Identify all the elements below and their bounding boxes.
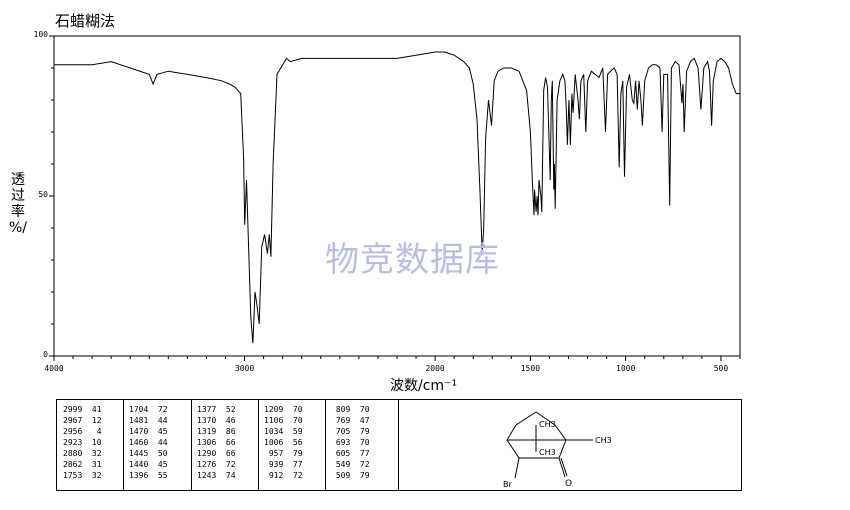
peak-table-column: 1377 52 1370 46 1319 86 1306 66 1290 66 1276 … <box>197 404 236 481</box>
peak-table-row: 957 79 <box>264 449 303 458</box>
x-tick-label: 1000 <box>616 364 636 373</box>
peak-table-row: 1034 59 <box>264 427 303 436</box>
peak-table-row: 2862 31 <box>63 460 102 469</box>
peak-table-row: 2967 12 <box>63 416 102 425</box>
y-axis-label-text: 透过率 <box>11 172 25 220</box>
y-tick-label: 0 <box>43 350 48 359</box>
x-tick-label: 4000 <box>44 364 64 373</box>
peak-table-column: 809 70 769 47 705 79 693 70 605 77 549 7… <box>331 404 370 481</box>
x-tick-label: 1500 <box>520 364 541 373</box>
peak-table-row: 809 70 <box>331 405 370 414</box>
peak-table-row: 693 70 <box>331 438 370 447</box>
peak-table-row: 939 77 <box>264 460 303 469</box>
structure-box: CH3 CH3 CH3 Br O <box>399 399 742 491</box>
peak-table-row: 1006 56 <box>264 438 303 447</box>
peak-table: 2999 41 2967 12 2956 4 2923 10 2880 32 2862 3… <box>56 399 399 491</box>
peak-table-row: 1440 45 <box>129 460 168 469</box>
bromocamphor-structure: CH3 CH3 CH3 Br O <box>503 411 612 489</box>
peak-table-divider <box>258 400 259 490</box>
peak-table-row: 1481 44 <box>129 416 168 425</box>
peak-table-divider <box>191 400 192 490</box>
peak-table-row: 1377 52 <box>197 405 236 414</box>
chart-title: 石蜡糊法 <box>55 12 116 30</box>
peak-table-row: 912 72 <box>264 471 303 480</box>
peak-table-row: 1704 72 <box>129 405 168 414</box>
peak-table-row: 605 77 <box>331 449 370 458</box>
x-tick-label: 500 <box>713 364 729 373</box>
methyl-right-label: CH3 <box>595 436 612 445</box>
peak-table-row: 1276 72 <box>197 460 236 469</box>
y-axis-label-unit: %/ <box>8 220 28 236</box>
peak-table-row: 1753 32 <box>63 471 102 480</box>
methyl-top-label: CH3 <box>539 420 556 429</box>
peak-table-row: 549 72 <box>331 460 370 469</box>
y-tick-label: 50 <box>38 190 48 199</box>
peak-table-row: 2999 41 <box>63 405 102 414</box>
spectrum-plot <box>49 35 741 361</box>
peak-table-row: 1209 70 <box>264 405 303 414</box>
peak-table-column: 1209 70 1106 70 1034 59 1006 56 957 79 939 … <box>264 404 303 481</box>
peak-table-row: 1243 74 <box>197 471 236 480</box>
peak-table-row: 1470 45 <box>129 427 168 436</box>
peak-table-row: 2923 10 <box>63 438 102 447</box>
x-tick-label: 2000 <box>425 364 445 373</box>
watermark: 物竞数据库 <box>325 240 500 280</box>
spectrum-line <box>54 51 740 344</box>
peak-table-divider <box>325 400 326 490</box>
peak-table-row: 705 79 <box>331 427 370 436</box>
peak-table-row: 1460 44 <box>129 438 168 447</box>
peak-table-row: 1306 66 <box>197 438 236 447</box>
peak-table-row: 1445 50 <box>129 449 168 458</box>
peak-table-row: 1319 86 <box>197 427 236 436</box>
peak-table-row: 509 79 <box>331 471 370 480</box>
peak-table-row: 1106 70 <box>264 416 303 425</box>
methyl-mid-label: CH3 <box>539 448 556 457</box>
peak-table-row: 1396 55 <box>129 471 168 480</box>
carbonyl-oxygen-label: O <box>565 479 572 489</box>
y-tick-label: 100 <box>33 30 48 39</box>
x-axis-label: 波数/cm⁻¹ <box>390 378 458 394</box>
axis-ticks <box>49 35 741 361</box>
peak-table-row: 2880 32 <box>63 449 102 458</box>
peak-table-column: 1704 72 1481 44 1470 45 1460 44 1445 50 1440 … <box>129 404 168 481</box>
peak-table-column: 2999 41 2967 12 2956 4 2923 10 2880 32 2862 3… <box>63 404 102 481</box>
plot-frame <box>53 35 741 357</box>
peak-table-row: 1370 46 <box>197 416 236 425</box>
y-axis-label: 透过率 %/ <box>8 172 28 236</box>
x-tick-label: 3000 <box>234 364 255 373</box>
peak-table-row: 769 47 <box>331 416 370 425</box>
bromine-label: Br <box>503 480 512 489</box>
peak-table-row: 1290 66 <box>197 449 236 458</box>
peak-table-divider <box>123 400 124 490</box>
peak-table-row: 2956 4 <box>63 427 102 436</box>
